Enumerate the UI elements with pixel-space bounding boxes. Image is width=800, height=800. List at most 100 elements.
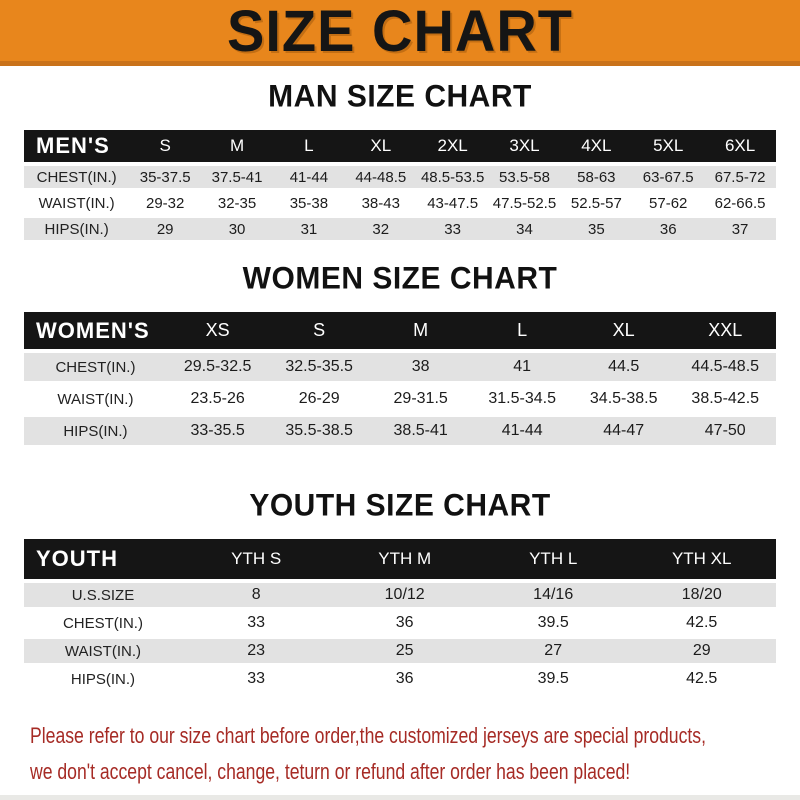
value-cell: 38.5-41 bbox=[369, 417, 472, 445]
women-header-row: WOMEN'S XS S M L XL XXL bbox=[24, 312, 776, 349]
value-cell: 58-63 bbox=[560, 166, 633, 188]
youth-size-table: YOUTH YTH S YTH M YTH L YTH XL U.S.SIZE 8 10/1… bbox=[24, 535, 776, 695]
value-cell: 42.5 bbox=[627, 667, 776, 691]
value-cell: 52.5-57 bbox=[560, 192, 633, 214]
value-cell: 39.5 bbox=[478, 611, 628, 635]
table-row: WAIST(IN.) 23.5-26 26-29 29-31.5 31.5-34.5 34… bbox=[24, 385, 776, 413]
table-row: CHEST(IN.) 33 36 39.5 42.5 bbox=[24, 611, 776, 635]
value-cell: 42.5 bbox=[627, 611, 776, 635]
column-header-cell: YTH XL bbox=[627, 539, 776, 579]
value-cell: 33 bbox=[181, 667, 331, 691]
value-cell: 35 bbox=[560, 218, 633, 240]
value-cell: 23.5-26 bbox=[166, 385, 269, 413]
men-size-table: MEN'S S M L XL 2XL 3XL 4XL 5XL 6XL CHEST(IN.) 35-3… bbox=[24, 126, 776, 244]
value-cell: 47.5-52.5 bbox=[488, 192, 561, 214]
column-header-cell: 3XL bbox=[488, 130, 561, 162]
value-cell: 37.5-41 bbox=[201, 166, 273, 188]
table-row: CHEST(IN.) 29.5-32.5 32.5-35.5 38 41 44.5 44.5… bbox=[24, 353, 776, 381]
column-header-cell: YTH M bbox=[330, 539, 479, 579]
value-cell: 14/16 bbox=[478, 583, 628, 607]
value-cell: 57-62 bbox=[632, 192, 705, 214]
column-header-cell: L bbox=[471, 312, 573, 349]
value-cell: 38 bbox=[369, 353, 472, 381]
value-cell: 29 bbox=[129, 218, 202, 240]
column-header-cell: S bbox=[268, 312, 370, 349]
value-cell: 29-32 bbox=[129, 192, 202, 214]
row-label-cell: CHEST(IN.) bbox=[24, 353, 167, 381]
row-label-cell: WAIST(IN.) bbox=[24, 385, 167, 413]
column-header-cell: XL bbox=[572, 312, 675, 349]
bottom-edge-divider bbox=[0, 795, 800, 800]
value-cell: 33 bbox=[181, 611, 331, 635]
value-cell: 32-35 bbox=[201, 192, 273, 214]
value-cell: 26-29 bbox=[268, 385, 370, 413]
column-header-cell: YTH L bbox=[478, 539, 628, 579]
column-header-cell: 2XL bbox=[416, 130, 489, 162]
value-cell: 36 bbox=[632, 218, 705, 240]
value-cell: 31.5-34.5 bbox=[471, 385, 573, 413]
column-header-cell: 5XL bbox=[632, 130, 705, 162]
men-section-heading: MAN SIZE CHART bbox=[268, 79, 532, 114]
column-header-cell: 4XL bbox=[560, 130, 633, 162]
men-header-row: MEN'S S M L XL 2XL 3XL 4XL 5XL 6XL bbox=[24, 130, 776, 162]
row-label-cell: U.S.SIZE bbox=[24, 583, 182, 607]
value-cell: 41-44 bbox=[272, 166, 345, 188]
table-row: WAIST(IN.) 23 25 27 29 bbox=[24, 639, 776, 663]
value-cell: 29.5-32.5 bbox=[166, 353, 269, 381]
table-title-cell: MEN'S bbox=[24, 130, 130, 162]
value-cell: 36 bbox=[330, 611, 479, 635]
column-header-cell: YTH S bbox=[181, 539, 331, 579]
value-cell: 36 bbox=[330, 667, 479, 691]
women-size-table: WOMEN'S XS S M L XL XXL CHEST(IN.) 29.5-32.5 32.… bbox=[24, 308, 776, 449]
value-cell: 33 bbox=[416, 218, 489, 240]
notice-line-1: Please refer to our size chart before or… bbox=[30, 723, 706, 748]
value-cell: 37 bbox=[704, 218, 776, 240]
row-label-cell: HIPS(IN.) bbox=[24, 667, 182, 691]
value-cell: 44.5-48.5 bbox=[674, 353, 776, 381]
row-label-cell: WAIST(IN.) bbox=[24, 192, 130, 214]
column-header-cell: M bbox=[369, 312, 472, 349]
table-row: HIPS(IN.) 29 30 31 32 33 34 35 36 37 bbox=[24, 218, 776, 240]
value-cell: 34 bbox=[488, 218, 561, 240]
value-cell: 38.5-42.5 bbox=[674, 385, 776, 413]
row-label-cell: HIPS(IN.) bbox=[24, 218, 130, 240]
table-row: WAIST(IN.) 29-32 32-35 35-38 38-43 43-47.5 47.… bbox=[24, 192, 776, 214]
table-row: CHEST(IN.) 35-37.5 37.5-41 41-44 44-48.5 48.5… bbox=[24, 166, 776, 188]
value-cell: 35.5-38.5 bbox=[268, 417, 370, 445]
value-cell: 8 bbox=[181, 583, 331, 607]
value-cell: 35-37.5 bbox=[129, 166, 202, 188]
value-cell: 53.5-58 bbox=[488, 166, 561, 188]
row-label-cell: WAIST(IN.) bbox=[24, 639, 182, 663]
youth-section-heading: YOUTH SIZE CHART bbox=[249, 488, 551, 523]
table-row: U.S.SIZE 8 10/12 14/16 18/20 bbox=[24, 583, 776, 607]
table-row: HIPS(IN.) 33 36 39.5 42.5 bbox=[24, 667, 776, 691]
value-cell: 29-31.5 bbox=[369, 385, 472, 413]
column-header-cell: XL bbox=[344, 130, 417, 162]
value-cell: 32 bbox=[344, 218, 417, 240]
value-cell: 18/20 bbox=[627, 583, 776, 607]
value-cell: 41-44 bbox=[471, 417, 573, 445]
value-cell: 35-38 bbox=[272, 192, 345, 214]
value-cell: 33-35.5 bbox=[166, 417, 269, 445]
value-cell: 67.5-72 bbox=[704, 166, 776, 188]
value-cell: 32.5-35.5 bbox=[268, 353, 370, 381]
value-cell: 41 bbox=[471, 353, 573, 381]
value-cell: 43-47.5 bbox=[416, 192, 489, 214]
column-header-cell: XS bbox=[166, 312, 269, 349]
column-header-cell: L bbox=[272, 130, 345, 162]
value-cell: 62-66.5 bbox=[704, 192, 776, 214]
notice-line-2: we don't accept cancel, change, teturn o… bbox=[30, 759, 631, 784]
youth-header-row: YOUTH YTH S YTH M YTH L YTH XL bbox=[24, 539, 776, 579]
value-cell: 44-47 bbox=[572, 417, 675, 445]
page-title: SIZE CHART bbox=[227, 0, 573, 64]
column-header-cell: XXL bbox=[674, 312, 776, 349]
women-section-heading: WOMEN SIZE CHART bbox=[242, 261, 558, 296]
row-label-cell: HIPS(IN.) bbox=[24, 417, 167, 445]
row-label-cell: CHEST(IN.) bbox=[24, 166, 130, 188]
value-cell: 48.5-53.5 bbox=[416, 166, 489, 188]
value-cell: 44-48.5 bbox=[344, 166, 417, 188]
table-row: HIPS(IN.) 33-35.5 35.5-38.5 38.5-41 41-44 44-… bbox=[24, 417, 776, 445]
column-header-cell: 6XL bbox=[704, 130, 776, 162]
value-cell: 31 bbox=[272, 218, 345, 240]
